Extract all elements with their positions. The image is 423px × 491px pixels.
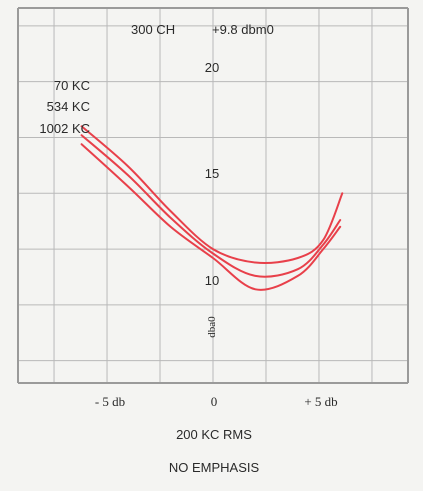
x-axis-label: 200 KC RMS xyxy=(176,427,252,442)
emphasis-note: NO EMPHASIS xyxy=(168,460,260,475)
y-axis-label: dba0 xyxy=(206,316,218,338)
title-level: +9.8 dbm0 xyxy=(212,22,274,37)
x-tick-label-0: 0 xyxy=(210,394,218,409)
y-tick-label-20: 20 xyxy=(204,60,220,75)
series-line-70kc xyxy=(80,125,344,264)
series-line-1002kc xyxy=(80,143,342,291)
curve-label-1002kc: 1002 KC xyxy=(39,121,90,136)
x-tick-label-plus5: + 5 db xyxy=(304,394,338,409)
curve-label-70kc: 70 KC xyxy=(53,78,90,93)
x-tick-label-minus5: - 5 db xyxy=(94,394,126,409)
curve-label-534kc: 534 KC xyxy=(46,99,90,114)
curves xyxy=(80,125,344,291)
y-tick-label-10: 10 xyxy=(204,273,220,288)
y-tick-label-15: 15 xyxy=(204,166,220,181)
title-channels: 300 CH xyxy=(131,22,176,37)
series-line-534kc xyxy=(80,134,342,278)
